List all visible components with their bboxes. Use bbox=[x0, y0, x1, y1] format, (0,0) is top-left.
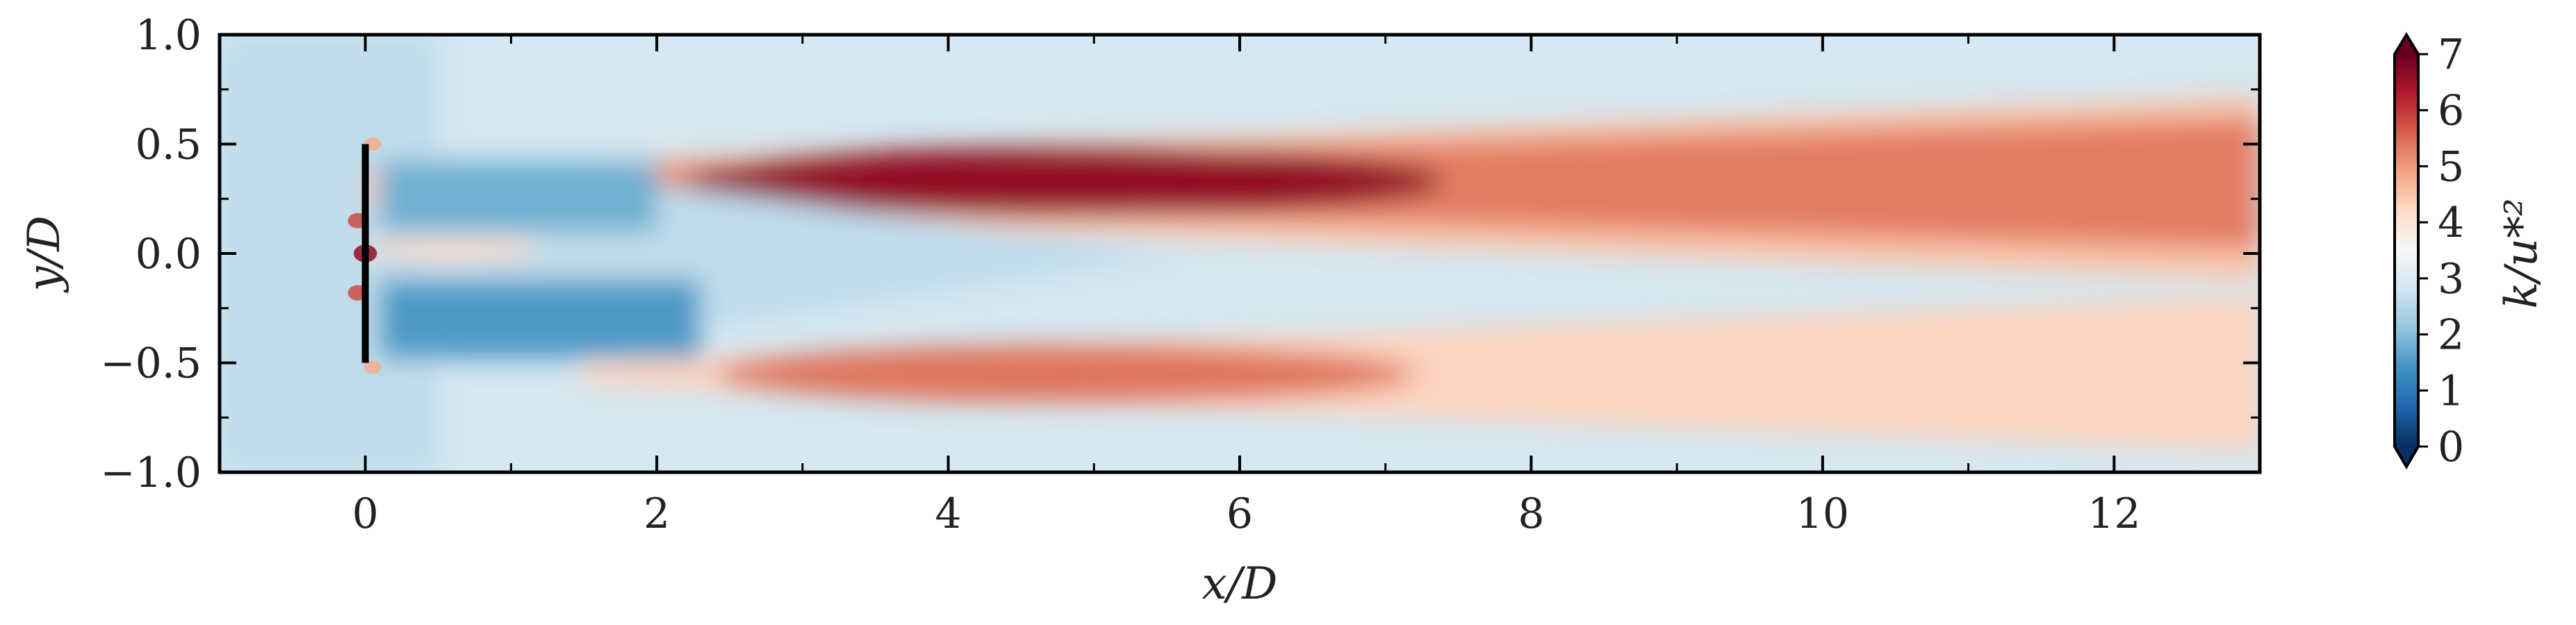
y-axis-label: y/D bbox=[19, 215, 70, 293]
near-wake-lower-lobe bbox=[380, 280, 700, 358]
colorbar-tick-label: 3 bbox=[2438, 255, 2464, 303]
y-tick-label: 1.0 bbox=[136, 11, 202, 60]
x-tick-label: 6 bbox=[1227, 490, 1253, 538]
colorbar-tick-label: 6 bbox=[2438, 87, 2464, 135]
colorbar-label: k/u*² bbox=[2496, 198, 2548, 308]
lower-shear-layer-peak bbox=[715, 345, 1415, 402]
y-tick-label: −1.0 bbox=[100, 449, 202, 497]
hub-streak bbox=[366, 238, 541, 260]
y-tick-label: −0.5 bbox=[100, 340, 202, 388]
colorbar: 0 1 2 3 4 5 6 7 k/u*² bbox=[2395, 31, 2548, 472]
colorbar-tick-label: 0 bbox=[2438, 423, 2464, 472]
y-tick-label: 0.5 bbox=[136, 121, 202, 169]
colorbar-ticks: 0 1 2 3 4 5 6 7 bbox=[2418, 31, 2464, 472]
colorbar-extend-bottom bbox=[2395, 447, 2418, 467]
plot-area bbox=[220, 35, 2260, 472]
colorbar-tick-label: 2 bbox=[2438, 311, 2464, 360]
colorbar-tick-label: 7 bbox=[2438, 31, 2464, 79]
x-tick-label: 2 bbox=[643, 490, 670, 538]
colorbar-tick-label: 5 bbox=[2438, 142, 2464, 191]
x-tick-label: 0 bbox=[352, 490, 379, 538]
colorbar-tick-label: 4 bbox=[2438, 199, 2464, 247]
y-tick-label: 0.0 bbox=[136, 230, 202, 278]
colorbar-gradient bbox=[2395, 54, 2418, 447]
x-tick-label: 10 bbox=[1796, 490, 1849, 538]
colorbar-extend-top bbox=[2395, 35, 2418, 54]
near-wake-upper-lobe bbox=[380, 162, 657, 232]
x-tick-label: 12 bbox=[2087, 490, 2140, 538]
x-tick-label: 8 bbox=[1518, 490, 1544, 538]
x-tick-label: 4 bbox=[935, 490, 961, 538]
colorbar-tick-label: 1 bbox=[2438, 367, 2464, 415]
x-axis-label: x/D bbox=[1202, 558, 1278, 610]
